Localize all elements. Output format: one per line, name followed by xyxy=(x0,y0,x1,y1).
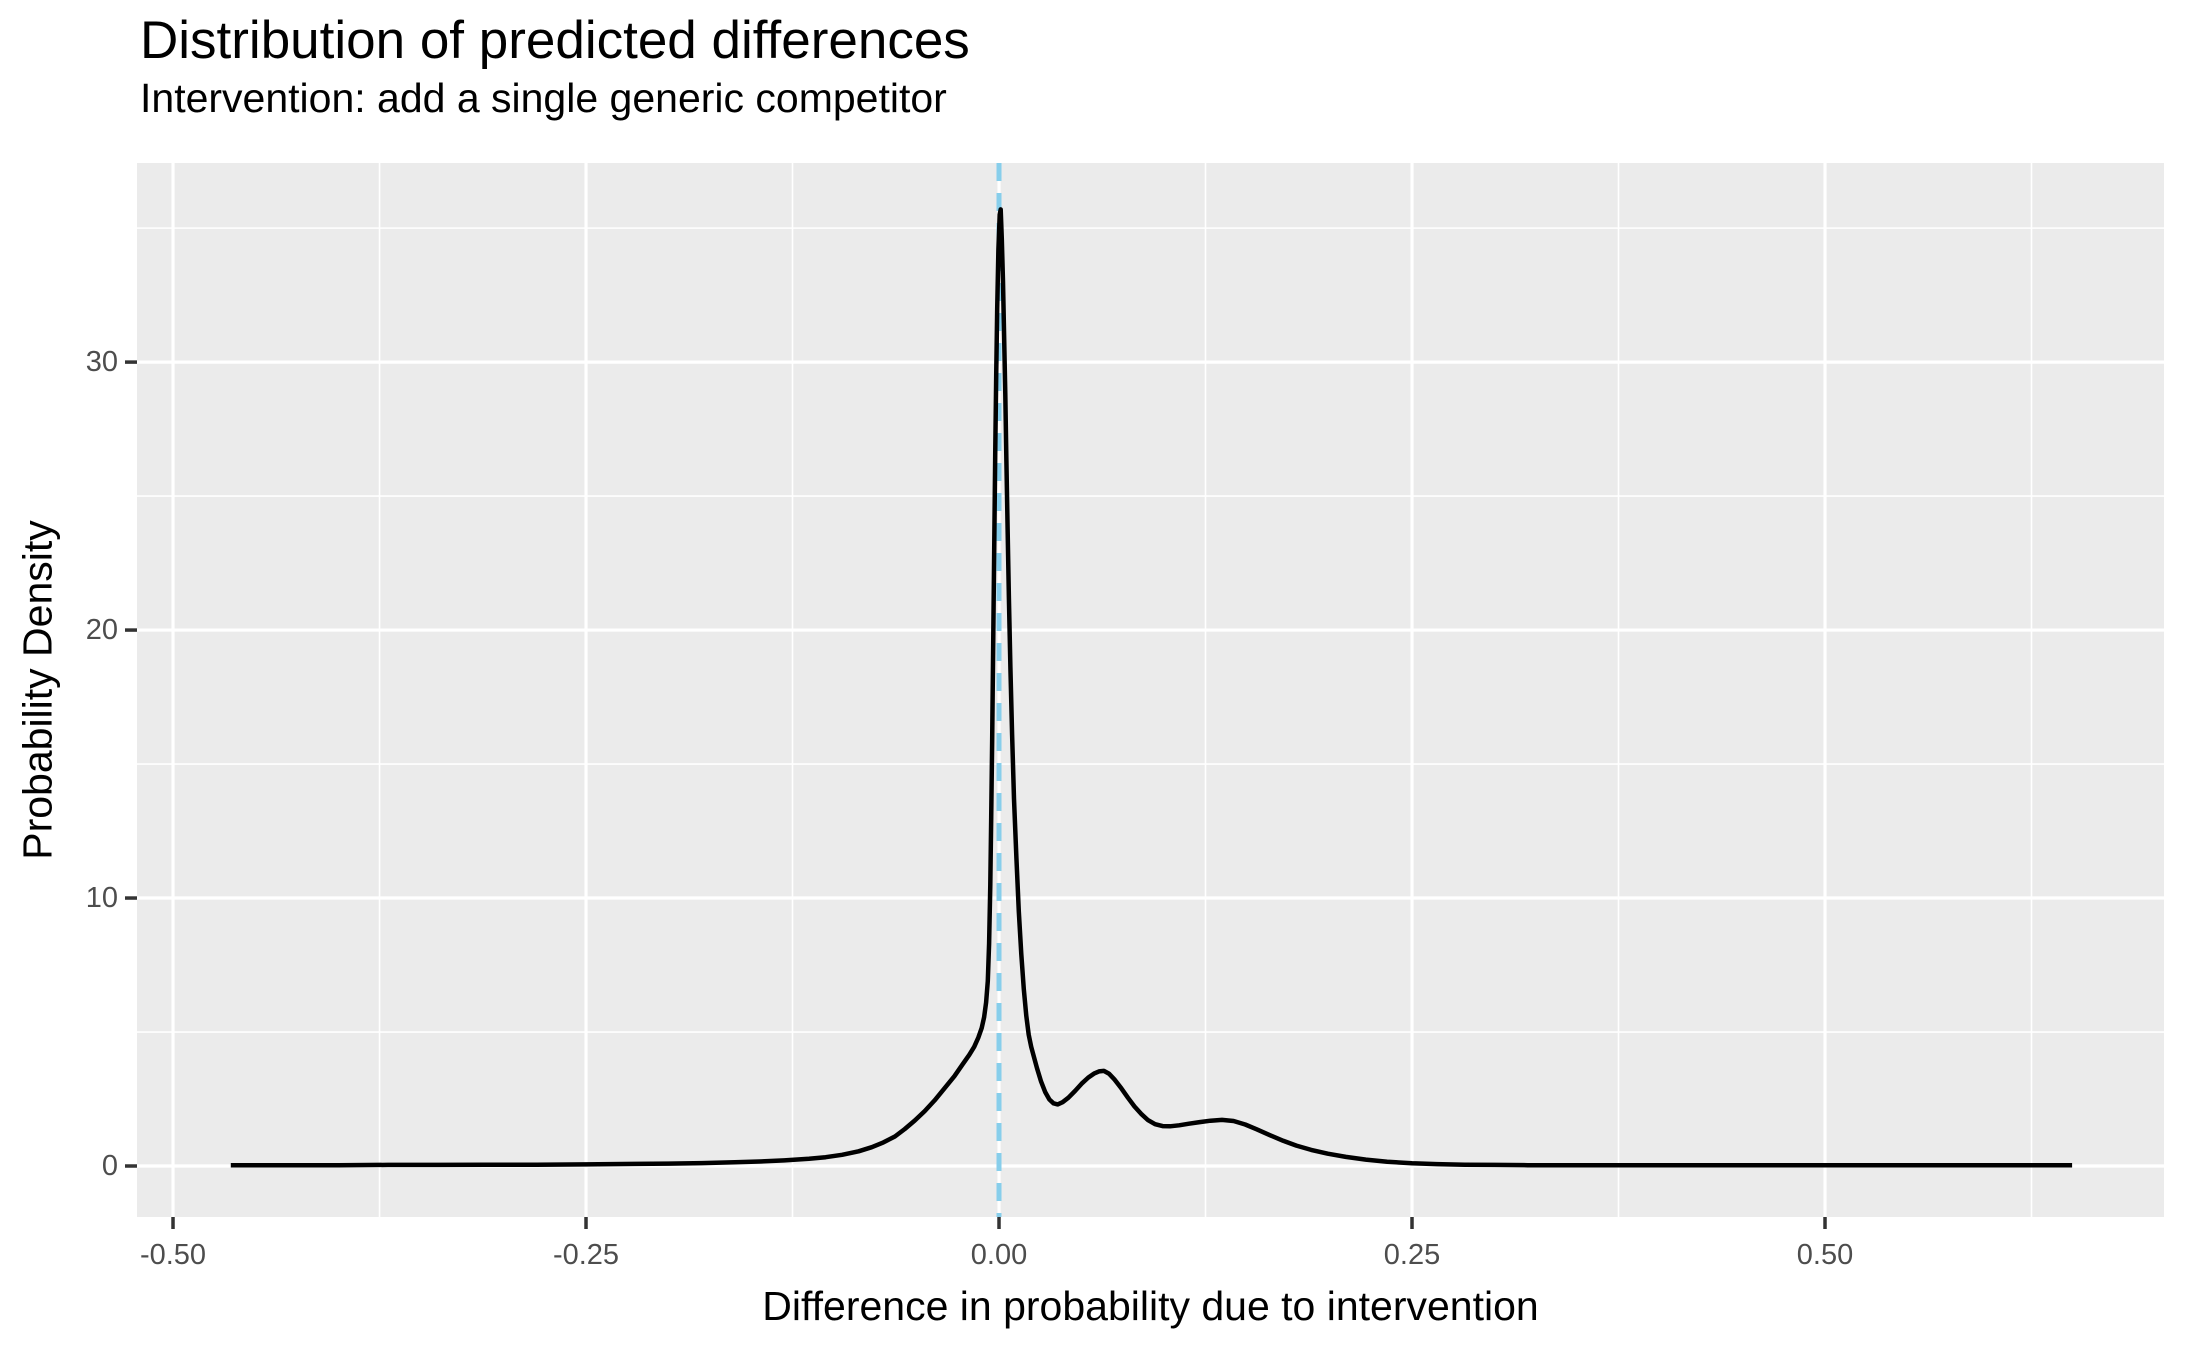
x-tick-label: 0.00 xyxy=(970,1239,1028,1271)
y-tick-label: 30 xyxy=(85,346,118,379)
x-tick-label: 0.25 xyxy=(1383,1239,1441,1271)
density-curve xyxy=(230,207,2073,1168)
y-tick-label: 10 xyxy=(85,882,118,915)
chart-title: Distribution of predicted differences xyxy=(140,11,970,70)
x-axis-title: Difference in probability due to interve… xyxy=(762,1283,1539,1329)
x-tick-label: -0.50 xyxy=(139,1239,207,1271)
x-tick-label: -0.25 xyxy=(552,1239,620,1271)
chart-subtitle: Intervention: add a single generic compe… xyxy=(140,75,947,121)
y-tick-label: 0 xyxy=(101,1150,118,1182)
panel-background xyxy=(137,163,2164,1217)
x-tick-label: 0.50 xyxy=(1796,1239,1854,1271)
y-tick-label: 20 xyxy=(85,614,118,647)
